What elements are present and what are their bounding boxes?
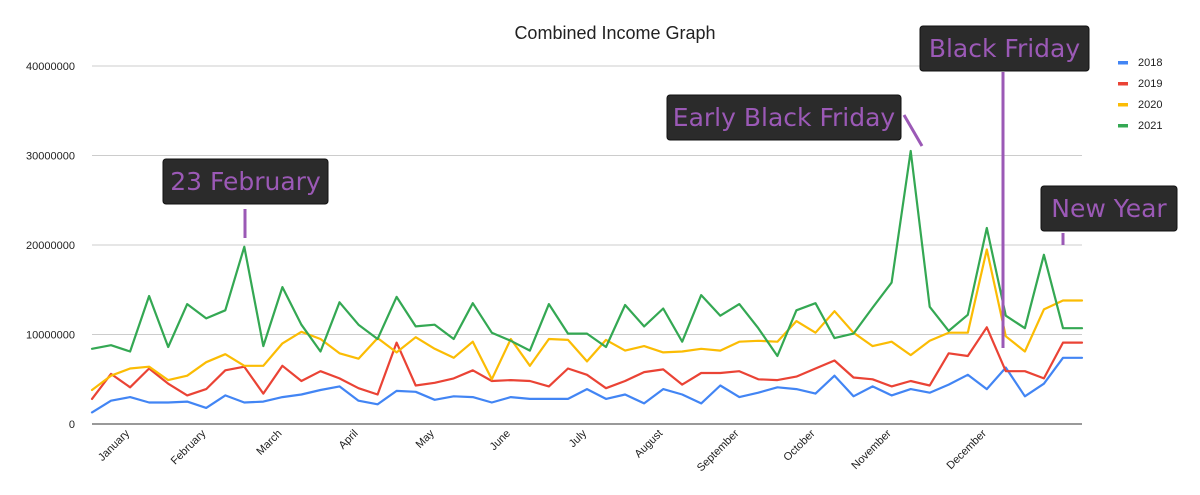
y-tick-label: 40000000 [26, 61, 75, 73]
legend: 2018 2019 2020 2021 [1118, 57, 1162, 132]
x-tick-label: May [414, 427, 438, 451]
chart-title: Combined Income Graph [514, 23, 715, 43]
y-tick-label: 0 [69, 419, 75, 431]
x-tick-label: December [945, 427, 990, 472]
x-tick-label: July [567, 427, 590, 450]
series-line-2021 [90, 149, 1084, 358]
legend-swatch-2019 [1118, 82, 1128, 86]
x-tick-label: February [169, 427, 209, 467]
gridlines [92, 65, 1082, 425]
x-tick-label: April [337, 428, 361, 452]
callout-label: Black Friday [929, 34, 1081, 63]
legend-label-2021: 2021 [1138, 120, 1162, 132]
x-tick-label: March [254, 428, 284, 458]
callout-box [666, 94, 902, 141]
callout-box [162, 158, 329, 205]
legend-label-2019: 2019 [1138, 78, 1162, 90]
y-axis: 0 10000000 20000000 30000000 40000000 [26, 61, 75, 431]
series-lines [90, 149, 1084, 414]
legend-swatch-2021 [1118, 124, 1128, 128]
callout-new-year: New Year [1040, 185, 1178, 245]
x-tick-label: January [96, 427, 133, 464]
callout-label: 23 February [170, 167, 321, 196]
callout-pointer [902, 114, 924, 147]
legend-swatch-2018 [1118, 61, 1128, 65]
series-line-2020 [90, 248, 1084, 392]
series-line-2019 [90, 326, 1084, 400]
callout-black-friday: Black Friday [919, 25, 1090, 348]
x-tick-label: September [695, 427, 742, 474]
y-tick-label: 10000000 [26, 330, 75, 342]
callout-box [919, 25, 1090, 72]
x-tick-label: November [849, 427, 894, 472]
x-tick-label: October [781, 427, 817, 463]
callout-box [1040, 185, 1178, 232]
annotations: 23 February Early Black Friday Black Frida… [162, 25, 1178, 348]
callout-early-black-friday: Early Black Friday [666, 94, 924, 147]
callout-23-february: 23 February [162, 158, 329, 238]
x-axis: January February March April May June July Augu… [96, 427, 989, 474]
y-tick-label: 20000000 [26, 240, 75, 252]
y-tick-label: 30000000 [26, 151, 75, 163]
x-tick-label: August [633, 428, 666, 461]
callout-label: New Year [1051, 194, 1167, 223]
series-line-2018 [90, 356, 1084, 414]
legend-label-2018: 2018 [1138, 57, 1162, 69]
legend-swatch-2020 [1118, 103, 1128, 107]
legend-label-2020: 2020 [1138, 99, 1162, 111]
x-tick-label: June [488, 428, 513, 453]
callout-label: Early Black Friday [673, 103, 896, 132]
